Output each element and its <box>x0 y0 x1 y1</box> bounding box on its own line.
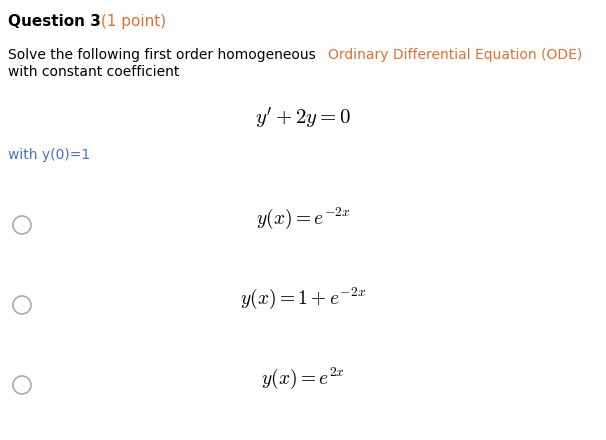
Text: Ordinary Differential Equation (ODE): Ordinary Differential Equation (ODE) <box>328 48 582 62</box>
Text: Question 3: Question 3 <box>8 14 101 29</box>
Text: $y' + 2y = 0$: $y' + 2y = 0$ <box>255 105 351 131</box>
Text: (1 point): (1 point) <box>96 14 166 29</box>
Text: $y(x) = 1 + e^{-2x}$: $y(x) = 1 + e^{-2x}$ <box>240 285 366 311</box>
Text: with y(0)=1: with y(0)=1 <box>8 148 90 162</box>
Text: $y(x) = e^{2x}$: $y(x) = e^{2x}$ <box>261 365 345 391</box>
Text: $y(x) = e^{-2x}$: $y(x) = e^{-2x}$ <box>256 205 350 231</box>
Text: with constant coefficient: with constant coefficient <box>8 65 179 79</box>
Text: Solve the following first order homogeneous: Solve the following first order homogene… <box>8 48 320 62</box>
